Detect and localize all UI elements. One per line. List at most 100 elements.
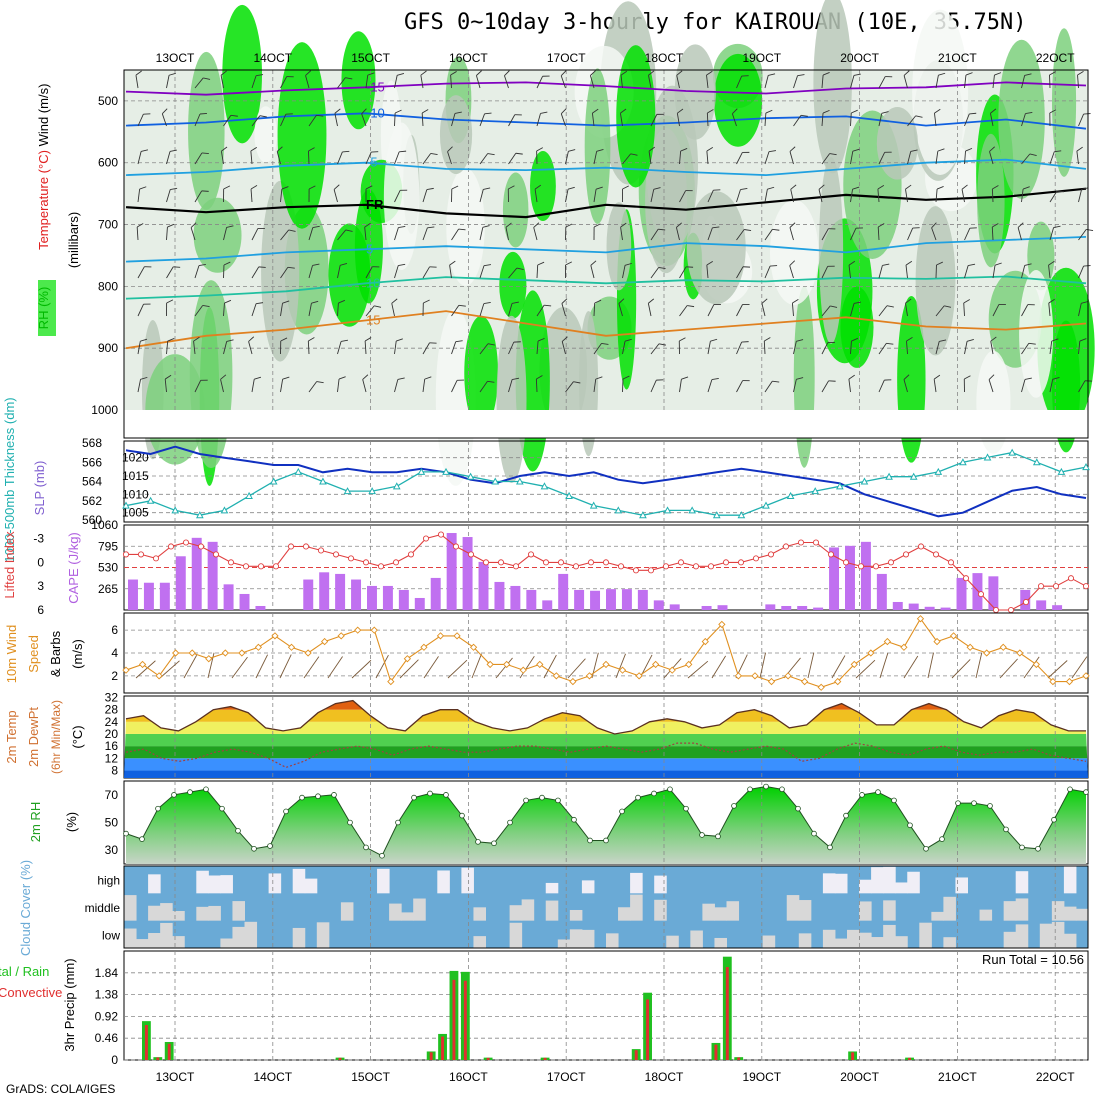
thickness-point [294, 467, 303, 475]
wind-barb [362, 379, 367, 393]
wind-barb-flag [483, 301, 491, 305]
wind-speed-point [817, 683, 825, 691]
wind-barb [992, 75, 995, 89]
cape-bar [637, 589, 648, 610]
thickness-point [934, 467, 943, 475]
wind-barb [589, 75, 595, 89]
convective-bar [714, 1044, 718, 1060]
wind-barb [818, 189, 823, 203]
precip-tick: 1.84 [95, 966, 119, 980]
wind-barb-flag [391, 298, 398, 304]
li-point [857, 563, 865, 570]
wind-barb-flag [1079, 338, 1087, 342]
wind-barb [619, 113, 623, 127]
bottom-time-label: 15OCT [351, 1070, 390, 1084]
rh-point [843, 812, 849, 819]
surface-wind-barb [519, 656, 535, 679]
temperature-tick: 28 [105, 703, 119, 717]
cape-bar [908, 603, 919, 610]
wind-barb [821, 305, 831, 317]
wind-barb-flag [454, 111, 462, 114]
convective-bar [452, 979, 456, 1060]
wind-barb-flag [447, 146, 453, 152]
li-point [137, 551, 145, 558]
wind-barb-flag [1024, 263, 1032, 266]
surface-wind-barb [327, 656, 343, 679]
wind-speed-point [916, 615, 925, 623]
wind-barb-flag [848, 260, 856, 266]
wind-speed-point [618, 666, 627, 674]
wind-barb-flag [1086, 229, 1094, 232]
cape-bar [956, 577, 967, 610]
top-time-label: 21OCT [938, 51, 977, 65]
wind-barb [308, 303, 312, 317]
thickness-point [589, 501, 598, 509]
wind-barb-flag [596, 149, 604, 152]
convective-bar [167, 1043, 171, 1060]
wind-barb-flag [595, 376, 603, 380]
wind-barb-flag [818, 184, 825, 190]
convective-bar [725, 967, 729, 1060]
wind-barb-flag [1024, 73, 1032, 76]
wind-barb [821, 228, 829, 241]
wind-speed-point [949, 632, 958, 640]
wind-barb [821, 113, 824, 127]
wind-barb-flag [451, 185, 459, 190]
wind-barb [736, 304, 743, 317]
cloud-cell [1015, 924, 1029, 948]
top-time-label: 17OCT [547, 51, 586, 65]
convective-bar [851, 1052, 855, 1060]
rh-point [475, 839, 481, 845]
cloud-cell [1075, 908, 1089, 921]
wind-barb [650, 114, 658, 127]
wind-barb-flag [362, 374, 369, 380]
cloud-cell [883, 866, 896, 894]
rh-point [1083, 789, 1089, 795]
rh-point [635, 794, 641, 801]
wind-barb-flag [193, 336, 200, 342]
wind-barb-flag [789, 222, 796, 228]
wind-barb [391, 303, 395, 317]
surface-wind-barb [903, 655, 919, 679]
li-point [557, 559, 565, 566]
wind-barb-flag [830, 305, 838, 308]
bottom-time-label: 19OCT [742, 1070, 781, 1084]
wind-barb [364, 227, 367, 241]
wind-barb-flag [934, 108, 941, 114]
rh-point [363, 844, 369, 851]
wind-barb [334, 113, 338, 127]
wind-barb-flag [936, 261, 944, 266]
rh-point [811, 830, 817, 837]
wind-barb [1078, 341, 1081, 355]
wind-barb [337, 303, 339, 317]
thickness-point [1082, 463, 1090, 471]
cloud-cell [714, 907, 727, 921]
li-point [1022, 599, 1030, 606]
wind-barb-flag [680, 148, 688, 152]
rh-point [283, 808, 289, 815]
wind-barb [479, 189, 484, 203]
wind-barb [1021, 189, 1024, 203]
wind-barb-flag [367, 72, 375, 76]
li-point [227, 559, 235, 566]
rh-point [555, 797, 561, 804]
wind-barb-flag [536, 375, 543, 380]
wind-barb-flag [573, 381, 581, 384]
wind-barb [364, 340, 367, 355]
cape-bar [797, 605, 808, 610]
rh-point [443, 792, 449, 798]
cloud-cell [196, 906, 209, 921]
temperature-contour [125, 158, 1087, 177]
cape-bar [191, 537, 202, 610]
wind-barb-flag [1025, 112, 1033, 115]
wind-barb [1078, 229, 1087, 241]
wind-speed-point [668, 666, 676, 674]
wind-barb [988, 379, 994, 393]
li-point [1037, 583, 1045, 590]
thickness-point [171, 506, 180, 514]
wind-tick: 6 [111, 623, 118, 637]
wind-barb [648, 151, 652, 165]
wind-barb-flag [397, 377, 405, 380]
wind-barb [850, 303, 855, 317]
wind-barb [223, 303, 225, 317]
